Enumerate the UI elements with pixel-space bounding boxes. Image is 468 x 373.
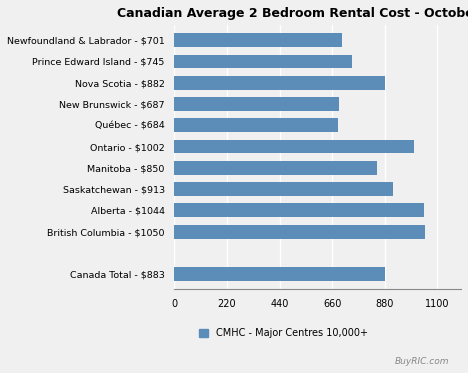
Bar xyxy=(175,161,378,175)
Bar xyxy=(175,140,414,153)
Bar xyxy=(175,203,424,217)
Bar xyxy=(175,33,342,47)
Bar xyxy=(175,182,393,196)
Bar xyxy=(175,118,338,132)
Legend: CMHC - Major Centres 10,000+: CMHC - Major Centres 10,000+ xyxy=(195,325,372,342)
Bar xyxy=(175,225,425,239)
Bar xyxy=(175,54,352,68)
Bar xyxy=(175,76,385,90)
Bar xyxy=(175,267,385,281)
Text: BuyRIC.com: BuyRIC.com xyxy=(395,357,449,366)
Bar xyxy=(175,97,338,111)
Title: Canadian Average 2 Bedroom Rental Cost - October 2011: Canadian Average 2 Bedroom Rental Cost -… xyxy=(117,7,468,20)
